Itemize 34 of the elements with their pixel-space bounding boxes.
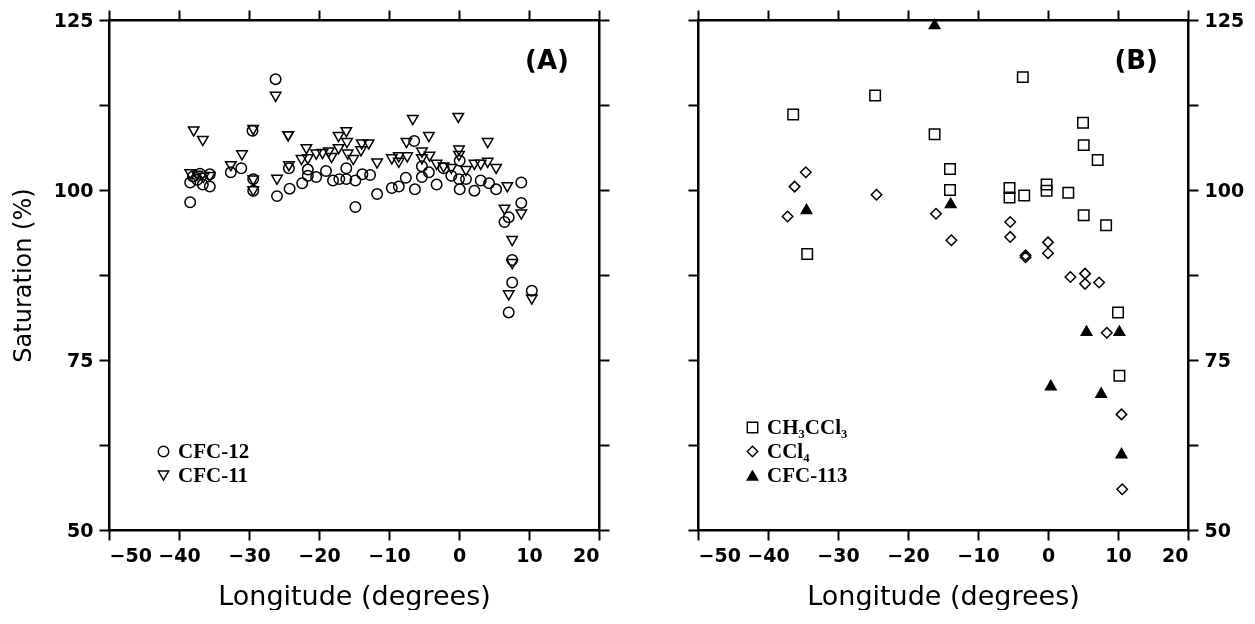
x-tick-label: −30 [817,543,860,566]
y-tick-label: 75 [67,348,94,371]
y2-tick-label: 50 [1204,518,1231,541]
legend-label: CCl₄ [767,438,811,463]
x-tick-label: −10 [957,543,1000,566]
x-tick-label: 10 [516,543,543,566]
y2-tick-label: 125 [1204,8,1245,31]
x-tick-label: −40 [747,543,790,566]
x-tick-label: −40 [158,543,201,566]
annotation: (A) [525,45,569,75]
legend-label: CFC-11 [178,462,248,487]
y-tick-label: 50 [67,518,94,541]
y-axis-title: Saturation (%) [8,188,37,363]
x-tick-label: −50 [698,543,741,566]
y2-tick-label: 100 [1204,178,1245,201]
y-tick-label: 125 [53,8,94,31]
x-tick-label: −50 [109,543,152,566]
y2-tick-label: 75 [1204,348,1231,371]
x-tick-label: −20 [887,543,930,566]
x-tick-label: −20 [298,543,341,566]
legend-label: CFC-113 [767,462,848,487]
x-tick-label: −30 [228,543,271,566]
x-tick-label: 10 [1105,543,1132,566]
x-tick-label: −10 [368,543,411,566]
annotation: (B) [1114,45,1158,75]
legend-label: CH₃CCl₃ [767,414,848,439]
y-tick-label: 100 [53,178,94,201]
x-tick-label: 0 [1041,543,1056,566]
x-tick-label: 20 [573,543,600,566]
legend-label: CFC-12 [178,438,250,463]
x-axis-title: Longitude (degrees) [807,579,1080,611]
x-axis-title: Longitude (degrees) [218,579,491,611]
x-tick-label: 0 [452,543,467,566]
x-tick-label: 20 [1162,543,1189,566]
